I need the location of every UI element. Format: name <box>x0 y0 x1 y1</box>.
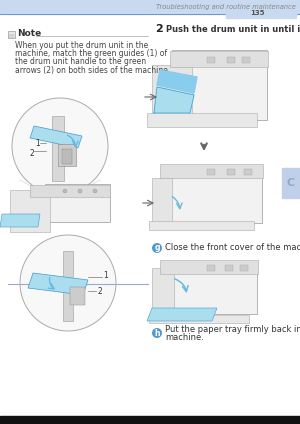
Bar <box>70 287 85 305</box>
Text: Troubleshooting and routine maintenance: Troubleshooting and routine maintenance <box>156 4 296 10</box>
Circle shape <box>78 189 82 193</box>
Bar <box>149 315 249 323</box>
Bar <box>227 169 235 175</box>
Bar <box>240 265 248 271</box>
Text: machine, match the green guides (1) of: machine, match the green guides (1) of <box>15 50 167 59</box>
Bar <box>0 0 300 14</box>
Bar <box>58 144 76 166</box>
Text: the drum unit handle to the green: the drum unit handle to the green <box>15 58 146 67</box>
Bar <box>207 169 215 175</box>
Circle shape <box>20 235 116 331</box>
Text: 135: 135 <box>250 10 265 16</box>
Text: 1: 1 <box>103 271 108 279</box>
Polygon shape <box>157 70 197 93</box>
Bar <box>10 190 50 232</box>
Text: Push the drum unit in until it stops.: Push the drum unit in until it stops. <box>166 25 300 33</box>
Circle shape <box>63 189 67 193</box>
Text: g: g <box>154 243 160 253</box>
Text: 2: 2 <box>98 287 102 296</box>
Polygon shape <box>154 87 194 113</box>
Bar <box>244 169 252 175</box>
Text: Put the paper tray firmly back in the: Put the paper tray firmly back in the <box>165 324 300 334</box>
Bar <box>227 57 235 63</box>
Text: h: h <box>154 329 160 338</box>
Circle shape <box>152 243 162 253</box>
Bar <box>62 149 72 164</box>
Bar <box>30 185 110 197</box>
Bar <box>52 116 64 181</box>
Bar <box>242 57 250 63</box>
Circle shape <box>93 189 97 193</box>
Bar <box>8 31 15 38</box>
Bar <box>226 8 296 18</box>
Bar <box>0 416 300 424</box>
Circle shape <box>152 328 162 338</box>
Circle shape <box>12 98 108 194</box>
Bar <box>147 113 257 127</box>
Bar <box>63 251 73 321</box>
Bar <box>207 265 215 271</box>
Bar <box>162 266 257 314</box>
Bar <box>170 51 268 67</box>
Text: When you put the drum unit in the: When you put the drum unit in the <box>15 42 148 50</box>
Bar <box>160 260 258 274</box>
Bar <box>160 164 263 178</box>
Bar <box>152 268 174 318</box>
Text: 2: 2 <box>155 24 163 34</box>
Polygon shape <box>147 308 217 321</box>
Bar <box>152 65 192 115</box>
Text: C: C <box>287 178 295 188</box>
Bar <box>207 57 215 63</box>
Polygon shape <box>30 126 82 148</box>
Text: machine.: machine. <box>165 332 204 341</box>
Bar <box>162 168 262 223</box>
Text: Note: Note <box>17 28 41 37</box>
Text: 1: 1 <box>36 139 40 148</box>
Bar <box>45 184 110 222</box>
Polygon shape <box>28 273 88 295</box>
Bar <box>225 265 233 271</box>
Text: arrows (2) on both sides of the machine.: arrows (2) on both sides of the machine. <box>15 65 170 75</box>
Polygon shape <box>0 214 40 227</box>
Text: Close the front cover of the machine.: Close the front cover of the machine. <box>165 243 300 253</box>
Bar <box>149 221 254 230</box>
Bar <box>282 168 300 198</box>
Bar <box>152 178 172 228</box>
Bar <box>172 50 267 120</box>
Text: 2: 2 <box>30 150 34 159</box>
